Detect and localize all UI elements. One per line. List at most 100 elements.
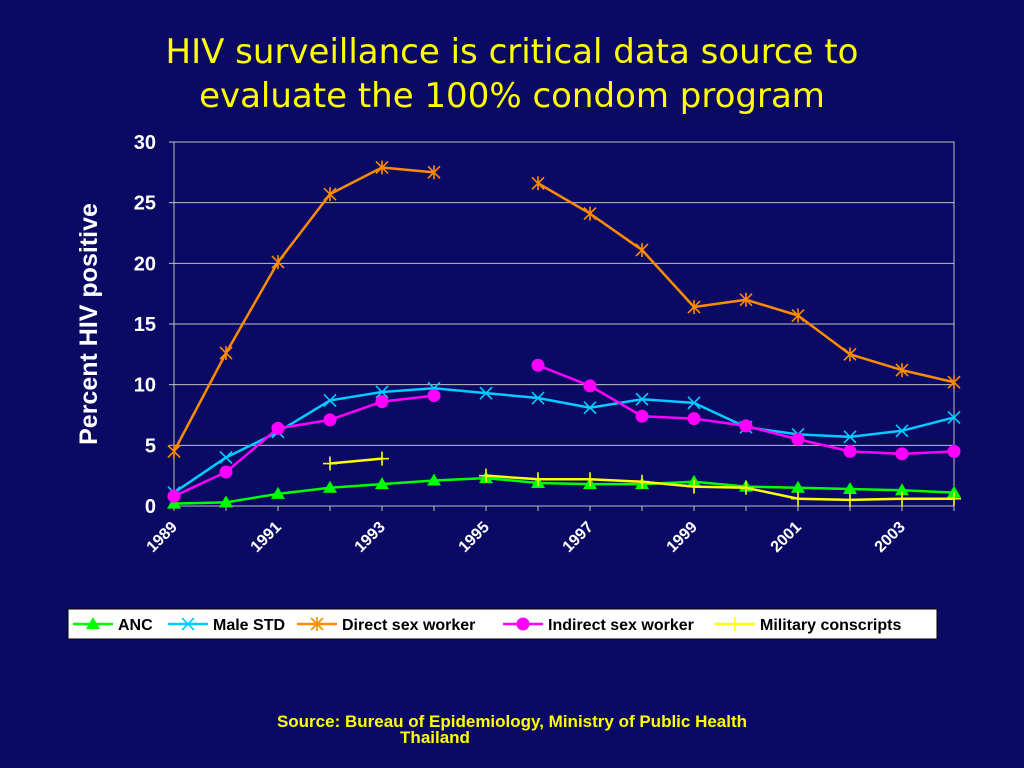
data-point (583, 206, 597, 221)
data-point (167, 489, 181, 503)
data-point (427, 165, 441, 180)
data-point (583, 472, 597, 487)
triangle-marker (323, 480, 337, 493)
plus-marker (479, 468, 493, 483)
triangle-marker (947, 485, 961, 498)
data-point (479, 386, 493, 400)
data-point (479, 468, 493, 483)
data-point (375, 385, 389, 399)
data-point (271, 486, 285, 499)
circle-marker (843, 444, 857, 458)
x-marker (687, 396, 701, 410)
series-line (537, 364, 955, 456)
data-point (739, 480, 753, 495)
legend-box (67, 608, 938, 640)
data-point (843, 482, 857, 495)
x-marker (583, 401, 597, 415)
plus-marker (687, 479, 701, 494)
data-point (791, 308, 805, 323)
data-point (635, 392, 649, 406)
plus-marker (895, 491, 909, 506)
legend-item: Male STD (168, 617, 285, 634)
triangle-marker (427, 473, 441, 486)
y-tick-label: 20 (134, 253, 156, 275)
legend-label: Direct sex worker (342, 617, 475, 634)
circle-marker (947, 444, 961, 458)
data-point (323, 187, 337, 202)
triangle-marker (791, 480, 805, 493)
data-point (323, 456, 337, 471)
plus-marker (791, 491, 805, 506)
y-tick-label: 5 (145, 435, 156, 457)
data-point (375, 451, 389, 466)
plus-marker (531, 472, 545, 487)
data-point (791, 491, 805, 506)
legend-item: Indirect sex worker (503, 617, 694, 634)
legend-label: ANC (118, 617, 153, 634)
series-anc (167, 471, 961, 509)
x-marker (843, 430, 857, 444)
data-point (219, 495, 233, 508)
data-point (323, 393, 337, 408)
source-line2: Thailand (400, 728, 470, 747)
x-tick-label: 1997 (560, 519, 597, 556)
data-point (531, 358, 545, 372)
data-point (843, 430, 857, 444)
y-tick-label: 15 (134, 314, 156, 336)
slide-title: HIV surveillance is critical data source… (0, 30, 1024, 118)
legend-item: Direct sex worker (297, 617, 475, 634)
data-point (323, 480, 337, 493)
data-point (167, 444, 181, 459)
triangle-marker (895, 483, 909, 496)
circle-marker (687, 412, 701, 426)
legend-label: Indirect sex worker (548, 617, 694, 634)
slide-title-line1: HIV surveillance is critical data source… (165, 32, 859, 72)
data-point (947, 375, 961, 390)
asterisk-marker (739, 292, 753, 307)
data-point (687, 479, 701, 494)
data-point (947, 410, 961, 424)
plus-marker (843, 492, 857, 507)
data-point (895, 483, 909, 496)
data-point (219, 465, 233, 479)
asterisk-marker (635, 242, 649, 257)
y-tick-label: 30 (134, 132, 156, 154)
legend-marker (310, 617, 324, 631)
data-point (947, 485, 961, 498)
data-point (635, 474, 649, 489)
asterisk-marker (843, 347, 857, 362)
data-point (947, 491, 961, 506)
circle-marker (516, 617, 530, 631)
data-point (635, 409, 649, 423)
legend: ANC Male STD Direct sex worker Indirect sex… (67, 608, 938, 640)
circle-marker (531, 358, 545, 372)
series-military-conscripts (323, 451, 961, 507)
legend-item: Military conscripts (715, 617, 901, 634)
asterisk-marker (323, 187, 337, 202)
legend-marker (181, 617, 195, 631)
data-point (791, 480, 805, 493)
data-point (895, 491, 909, 506)
data-point (375, 395, 389, 409)
plus-marker (323, 456, 337, 471)
asterisk-marker (791, 308, 805, 323)
asterisk-marker (427, 165, 441, 180)
plus-marker (375, 451, 389, 466)
x-marker (219, 450, 233, 465)
x-tick-label: 2003 (872, 519, 909, 556)
series-male-std (167, 381, 961, 500)
x-marker (375, 385, 389, 399)
triangle-marker (843, 482, 857, 495)
data-point (375, 160, 389, 175)
y-tick-label: 25 (134, 193, 156, 215)
asterisk-marker (895, 363, 909, 378)
series-line (172, 166, 435, 452)
x-tick-label: 1995 (456, 519, 493, 556)
y-axis-label: Percent HIV positive (75, 203, 103, 445)
triangle-marker (219, 495, 233, 508)
legend-marker (516, 617, 530, 631)
triangle-marker (375, 477, 389, 490)
data-point (531, 472, 545, 487)
x-marker (635, 392, 649, 406)
data-point (271, 421, 285, 435)
